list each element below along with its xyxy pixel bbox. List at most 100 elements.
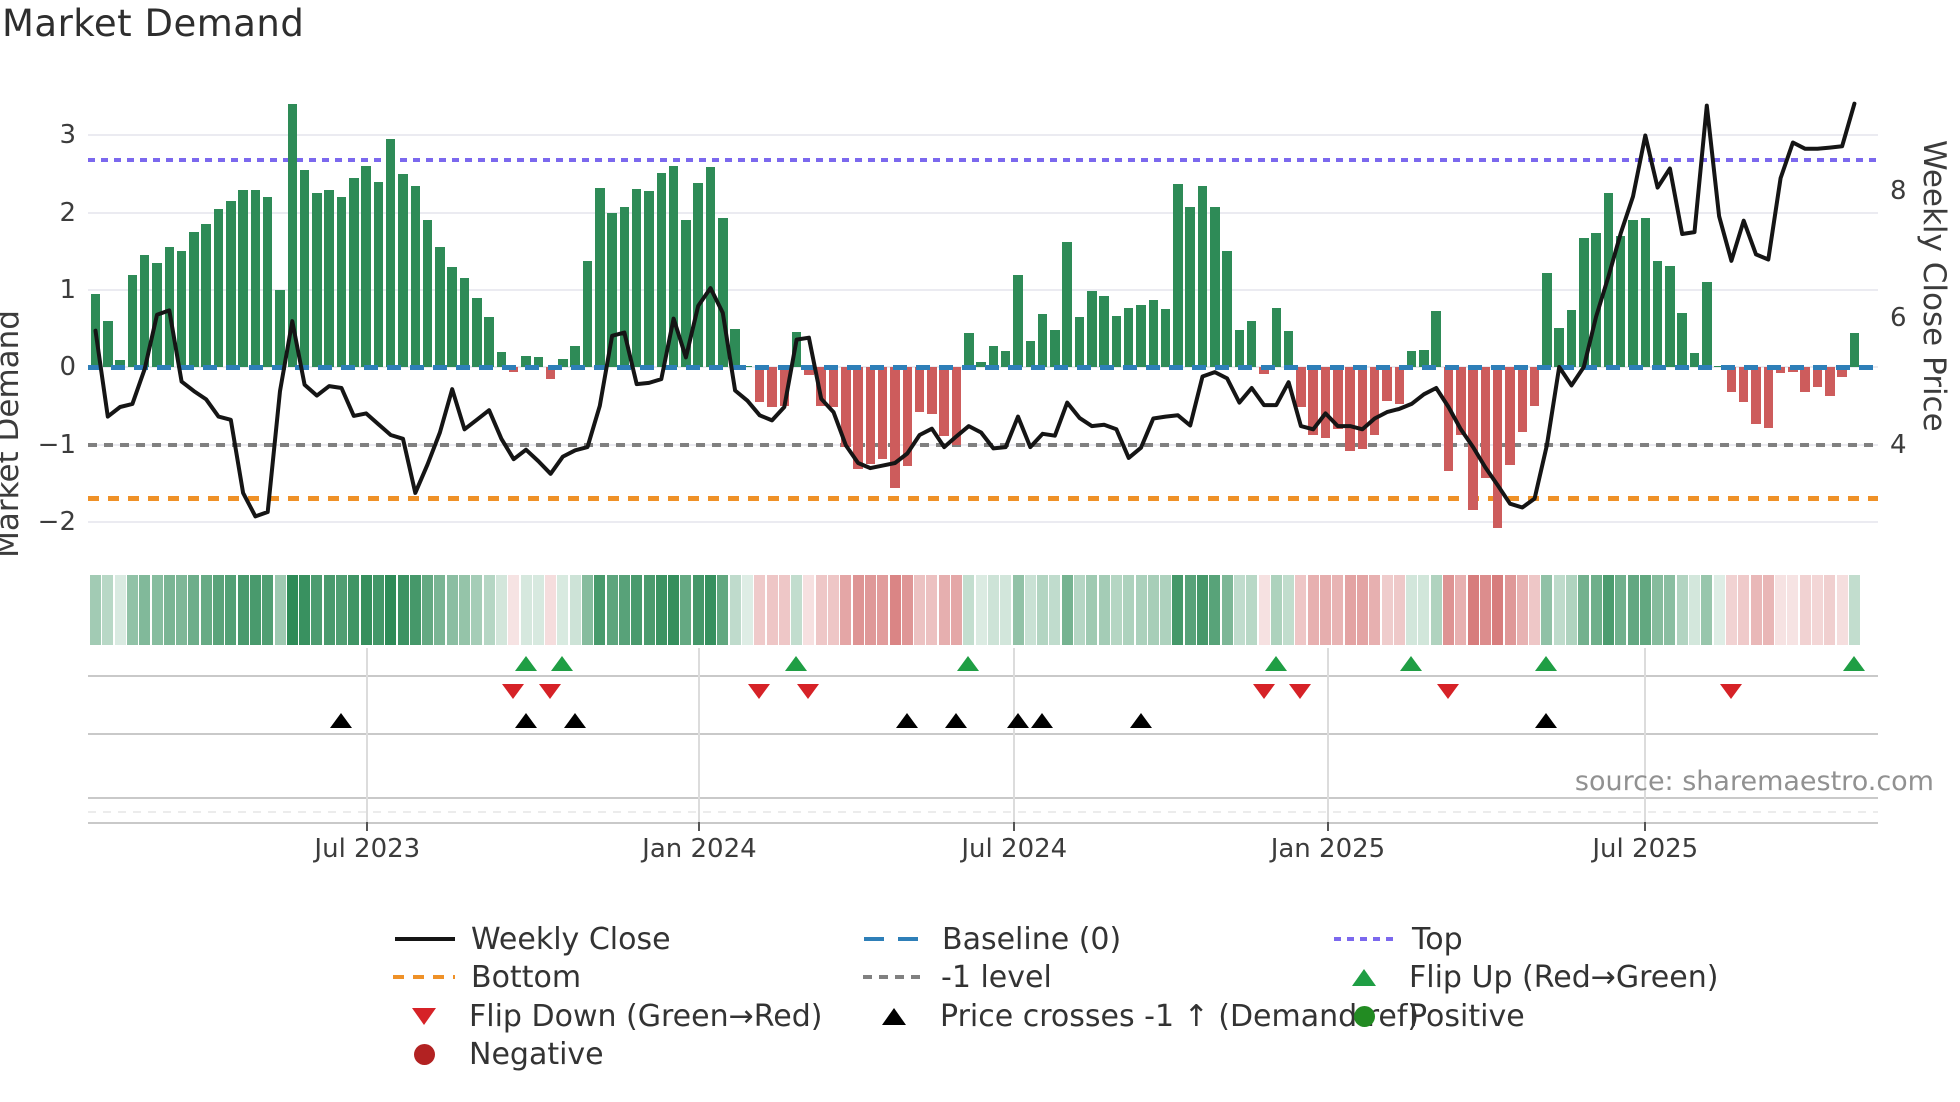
- flip-down-marker: [1252, 683, 1275, 699]
- demand-bar: [164, 247, 175, 368]
- heatmap-cell: [1012, 575, 1024, 645]
- demand-bar: [459, 278, 470, 368]
- heatmap-cell: [1110, 575, 1122, 645]
- demand-bar: [1013, 275, 1023, 368]
- demand-bar: [1357, 367, 1368, 450]
- heatmap-cell: [1098, 575, 1110, 645]
- legend-label: Price crosses -1 ↑ (Demand ref): [940, 998, 1420, 1034]
- heatmap-cell: [582, 575, 593, 645]
- bottom-level-line: [88, 496, 1878, 502]
- demand-bar: [1529, 367, 1540, 406]
- heatmap-cell: [680, 575, 692, 645]
- price-cross-marker: [895, 712, 918, 728]
- heatmap-cell: [1516, 575, 1528, 645]
- price-cross-marker: [514, 712, 537, 728]
- heatmap-cell: [495, 575, 507, 645]
- heatmap-cell: [1307, 575, 1319, 645]
- demand-bar: [914, 367, 925, 413]
- demand-bar: [1456, 367, 1466, 435]
- heatmap-cell: [1086, 575, 1098, 645]
- heatmap-cell: [778, 575, 790, 645]
- heatmap-cell: [741, 575, 753, 645]
- flip-down-marker: [502, 683, 525, 699]
- right-axis-tick: 8: [1890, 175, 1907, 206]
- demand-bar: [373, 181, 384, 368]
- price-cross-marker: [563, 712, 586, 728]
- demand-bar: [312, 193, 322, 368]
- heatmap-cell: [286, 575, 298, 645]
- heatmap-cell: [200, 575, 212, 645]
- legend-label: -1 level: [941, 959, 1052, 995]
- heatmap-cell: [1369, 575, 1381, 645]
- flip-up-marker: [957, 655, 980, 671]
- legend-item-positive: Positive: [1354, 998, 1525, 1034]
- heatmap-cell: [114, 575, 126, 645]
- demand-bar: [705, 167, 716, 368]
- heatmap-cell: [1848, 575, 1860, 645]
- heatmap-cell: [90, 575, 101, 645]
- heatmap-cell: [1738, 575, 1750, 645]
- heatmap-cell: [557, 575, 569, 645]
- demand-bar: [1173, 184, 1183, 368]
- demand-bar: [1382, 367, 1392, 401]
- heatmap-cell: [1824, 575, 1836, 645]
- heatmap-cell: [1184, 575, 1196, 645]
- demand-bar: [1087, 290, 1097, 368]
- demand-bar: [1603, 192, 1614, 368]
- heatmap-cell: [176, 575, 188, 645]
- demand-bar: [927, 367, 937, 414]
- heatmap-cell: [1701, 575, 1713, 645]
- demand-bar: [139, 255, 150, 368]
- heatmap-cell: [372, 575, 384, 645]
- heatmap-cell: [643, 575, 655, 645]
- heatmap-cell: [1689, 575, 1700, 645]
- demand-bar: [422, 220, 433, 368]
- heatmap-cell: [545, 575, 557, 645]
- demand-bar: [299, 170, 310, 368]
- demand-bar: [189, 232, 199, 368]
- heatmap-cell: [1037, 575, 1049, 645]
- source-credit: source: sharemaestro.com: [1574, 766, 1934, 797]
- heatmap-cell: [1725, 575, 1737, 645]
- demand-bar: [324, 189, 334, 368]
- heatmap-cell: [594, 575, 606, 645]
- demand-bar: [964, 333, 974, 368]
- demand-bar: [853, 367, 863, 470]
- demand-bar: [877, 367, 888, 460]
- demand-bar: [472, 297, 482, 368]
- demand-bar: [1849, 332, 1860, 368]
- heatmap-cell: [791, 575, 803, 645]
- demand-bar: [693, 183, 703, 368]
- heatmap-cell: [828, 575, 839, 645]
- heatmap-cell: [459, 575, 470, 645]
- demand-bar: [1468, 367, 1478, 510]
- demand-bar: [1283, 330, 1294, 368]
- demand-bar: [385, 139, 396, 368]
- panel-vgridline: [366, 648, 369, 822]
- demand-bar: [644, 191, 654, 368]
- legend-item-minus-one-level: -1 level: [863, 959, 1052, 995]
- legend-item-bottom: Bottom: [393, 959, 581, 995]
- demand-bar: [1222, 250, 1232, 368]
- demand-bar: [1579, 238, 1589, 368]
- heatmap-cell: [1406, 575, 1418, 645]
- heatmap-cell: [877, 575, 889, 645]
- heatmap-cell: [1000, 575, 1012, 645]
- panel-divider: [88, 797, 1878, 799]
- demand-bar: [767, 367, 777, 408]
- heatmap-cell: [1209, 575, 1221, 645]
- heatmap-cell: [1799, 575, 1811, 645]
- heatmap-cell: [1049, 575, 1061, 645]
- heatmap-cell: [1504, 575, 1516, 645]
- heatmap-cell: [705, 575, 716, 645]
- heatmap-cell: [1750, 575, 1762, 645]
- left-axis-tick: 1: [59, 275, 76, 305]
- demand-bar: [398, 174, 408, 368]
- heatmap-cell: [914, 575, 926, 645]
- demand-bar: [951, 367, 962, 446]
- right-axis-label: Weekly Close Price: [1916, 140, 1952, 432]
- demand-bar: [1025, 341, 1036, 368]
- heatmap-cell: [1061, 575, 1073, 645]
- heatmap-cell: [668, 575, 680, 645]
- demand-bar: [226, 201, 236, 368]
